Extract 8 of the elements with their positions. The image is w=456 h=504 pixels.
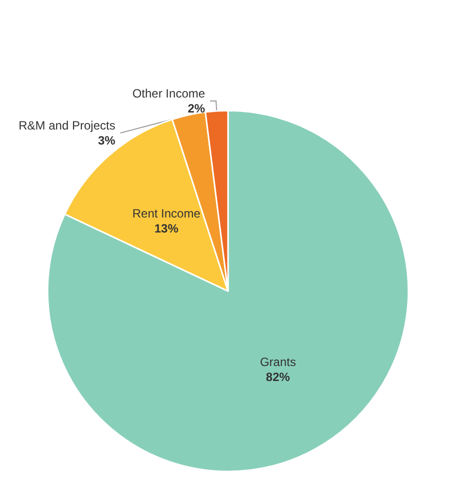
data-label: 13% bbox=[154, 222, 179, 236]
data-label: 82% bbox=[266, 370, 290, 384]
data-label: 3% bbox=[98, 134, 116, 148]
slice-label: Rent Income bbox=[132, 206, 201, 221]
slice-label: Other Income bbox=[132, 86, 206, 101]
data-label: 2% bbox=[188, 102, 206, 116]
slice-label: R&M and Projects bbox=[18, 118, 116, 133]
slice-label: Grants bbox=[260, 355, 296, 370]
